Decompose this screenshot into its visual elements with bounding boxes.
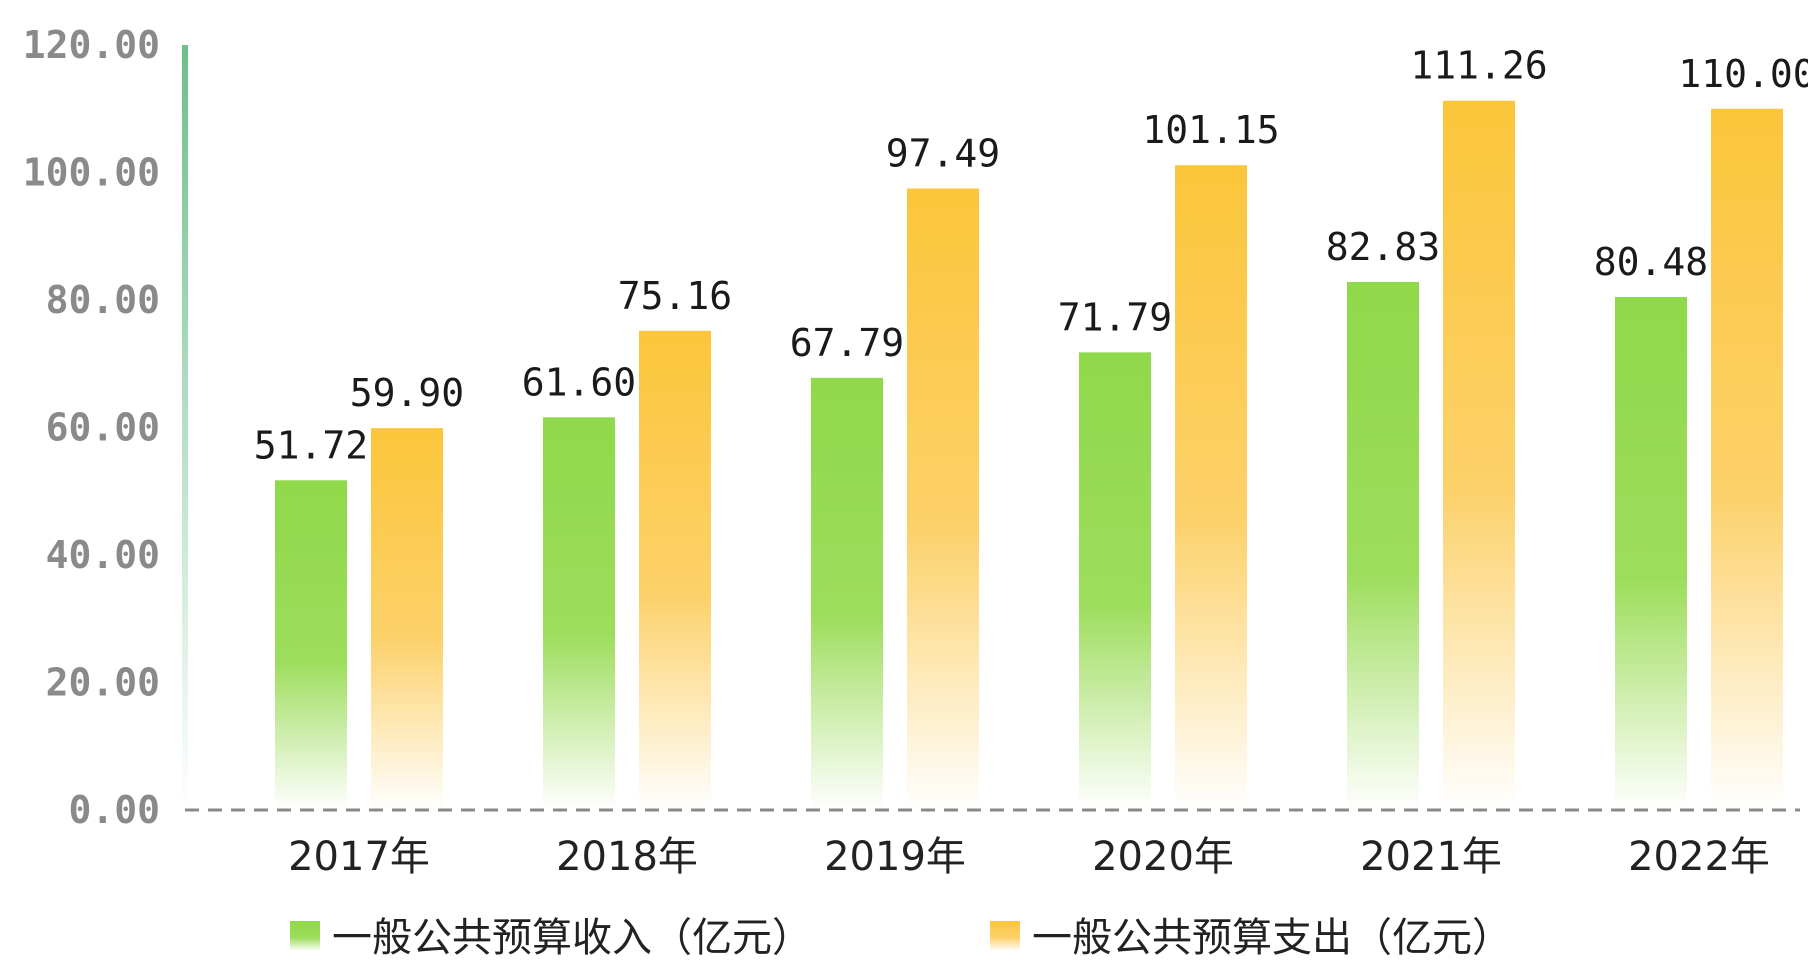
bar-expenditure xyxy=(1443,100,1515,810)
y-tick-label: 60.00 xyxy=(46,406,160,450)
x-axis: 2017年 2018年 2019年 2020年 2021年 2022年 xyxy=(185,808,1800,880)
bar-income xyxy=(1079,352,1151,810)
bar-expenditure xyxy=(907,188,979,811)
data-label: 111.26 xyxy=(1410,44,1547,88)
data-label: 110.00 xyxy=(1678,52,1808,96)
x-tick-label: 2019年 xyxy=(824,834,966,880)
bar-income xyxy=(275,480,347,810)
data-label: 71.79 xyxy=(1058,295,1172,339)
data-label: 75.16 xyxy=(618,274,732,318)
legend-swatch xyxy=(990,921,1020,951)
data-label: 67.79 xyxy=(790,321,904,365)
x-tick-label: 2022年 xyxy=(1628,834,1770,880)
data-label: 97.49 xyxy=(886,132,1000,176)
bars xyxy=(275,100,1783,811)
bar-expenditure xyxy=(639,330,711,810)
x-tick-label: 2018年 xyxy=(556,834,698,880)
data-label: 101.15 xyxy=(1142,108,1279,152)
data-label: 80.48 xyxy=(1594,240,1708,284)
legend: 一般公共预算收入（亿元） 一般公共预算支出（亿元） xyxy=(290,915,1512,961)
data-label: 61.60 xyxy=(522,360,636,404)
data-label: 82.83 xyxy=(1326,225,1440,269)
bar-income xyxy=(811,377,883,810)
y-tick-label: 0.00 xyxy=(68,788,160,832)
bar-income xyxy=(1615,296,1687,810)
data-labels: 51.72 59.90 61.60 75.16 67.79 97.49 71.79 101.1… xyxy=(254,44,1808,468)
bar-expenditure xyxy=(1711,108,1783,810)
y-tick-label: 120.00 xyxy=(23,23,160,67)
legend-item: 一般公共预算收入（亿元） xyxy=(290,915,812,961)
bar-income xyxy=(543,417,615,810)
x-tick-label: 2017年 xyxy=(288,834,430,880)
data-label: 59.90 xyxy=(350,371,464,415)
x-tick-label: 2020年 xyxy=(1092,834,1234,880)
y-tick-label: 40.00 xyxy=(46,533,160,577)
y-tick-label: 80.00 xyxy=(46,278,160,322)
legend-label: 一般公共预算收入（亿元） xyxy=(332,915,812,961)
legend-label: 一般公共预算支出（亿元） xyxy=(1032,915,1512,961)
bar-expenditure xyxy=(371,428,443,810)
legend-swatch xyxy=(290,921,320,951)
y-tick-label: 100.00 xyxy=(23,151,160,195)
bar-income xyxy=(1347,281,1419,810)
bar-expenditure xyxy=(1175,165,1247,810)
y-tick-label: 20.00 xyxy=(46,661,160,705)
y-axis: 0.00 20.00 40.00 60.00 80.00 100.00 120.00 xyxy=(23,23,188,832)
y-axis-line xyxy=(182,45,188,810)
legend-item: 一般公共预算支出（亿元） xyxy=(990,915,1512,961)
x-tick-label: 2021年 xyxy=(1360,834,1502,880)
data-label: 51.72 xyxy=(254,423,368,467)
